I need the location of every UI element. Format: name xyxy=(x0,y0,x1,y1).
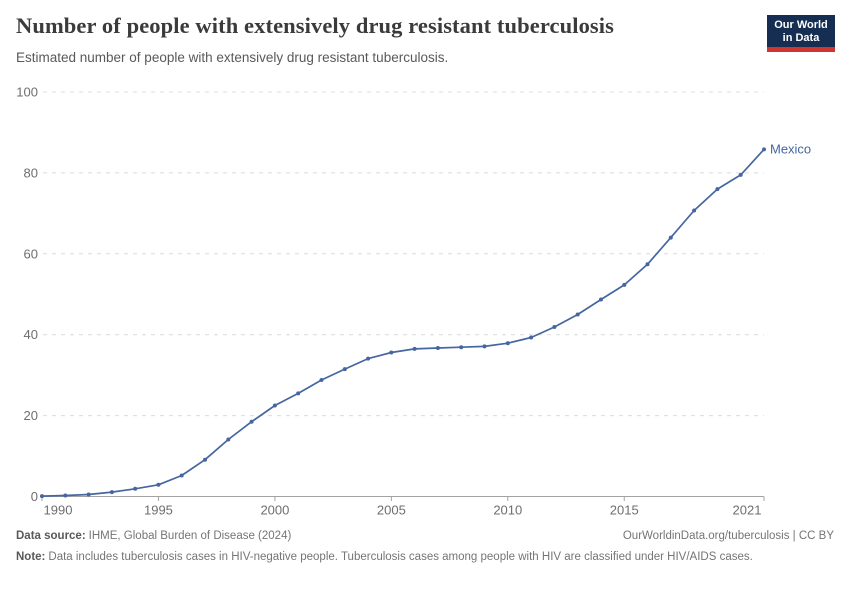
x-axis-tick-label: 2005 xyxy=(377,503,406,518)
y-axis-tick-label: 0 xyxy=(31,489,38,504)
data-point xyxy=(133,486,138,491)
x-axis-tick-label: 1995 xyxy=(144,503,173,518)
data-point xyxy=(622,282,627,287)
owid-logo[interactable]: Our World in Data xyxy=(767,15,835,52)
x-axis-tick-label: 2010 xyxy=(493,503,522,518)
data-point xyxy=(249,419,254,424)
data-source-label: Data source: xyxy=(16,530,86,542)
data-point xyxy=(319,378,324,382)
line-chart: 0 20 40 60 80 100 1990 1995 2000 2005 2010 2015 2021… xyxy=(0,80,850,520)
y-axis-tick-label: 100 xyxy=(16,85,38,100)
owid-logo-text-line2: in Data xyxy=(782,32,820,44)
data-point xyxy=(389,350,394,355)
data-point xyxy=(692,208,697,213)
data-point xyxy=(459,345,464,350)
line-chart-svg: 0 20 40 60 80 100 1990 1995 2000 2005 2010 2015 2021… xyxy=(16,85,811,518)
page-title: Number of people with extensively drug r… xyxy=(16,13,614,38)
x-axis-tick-label: 2021 xyxy=(733,503,762,518)
data-point xyxy=(575,312,580,317)
data-point xyxy=(109,490,114,495)
chart-subtitle: Estimated number of people with extensiv… xyxy=(16,50,449,65)
data-point xyxy=(715,187,720,192)
data-point xyxy=(226,437,231,442)
owid-logo-text-line1: Our World xyxy=(774,19,828,31)
note-label: Note: xyxy=(16,551,46,563)
data-point xyxy=(342,367,347,372)
series-label-mexico[interactable]: Mexico xyxy=(770,141,811,156)
data-point xyxy=(529,335,534,340)
license-link[interactable]: OurWorldinData.org/tuberculosis | CC BY xyxy=(622,530,834,542)
data-point xyxy=(203,457,207,462)
series-line-mexico[interactable] xyxy=(41,148,765,497)
data-point xyxy=(738,172,743,177)
data-point xyxy=(762,147,766,152)
data-point xyxy=(296,391,301,396)
note-text: Data includes tuberculosis cases in HIV-… xyxy=(48,551,753,563)
data-point xyxy=(40,494,44,499)
footnote: Note: Data includes tuberculosis cases in… xyxy=(16,550,778,565)
data-point xyxy=(366,356,371,361)
x-axis-tick-label: 1990 xyxy=(44,503,73,518)
data-source-line: Data source: IHME, Global Burden of Disea… xyxy=(16,529,291,544)
data-point xyxy=(599,297,603,302)
data-point xyxy=(505,341,510,346)
data-point xyxy=(179,473,184,478)
data-point xyxy=(435,346,440,350)
data-point xyxy=(668,235,673,240)
y-axis-tick-label: 20 xyxy=(24,408,38,423)
data-point xyxy=(482,344,487,349)
y-axis-tick-label: 80 xyxy=(24,165,38,180)
data-point xyxy=(272,403,277,408)
data-point xyxy=(552,325,557,329)
data-point xyxy=(412,346,417,351)
data-point xyxy=(63,493,68,498)
data-point xyxy=(645,262,650,267)
y-axis-tick-label: 60 xyxy=(24,246,38,261)
data-source-text: IHME, Global Burden of Disease (2024) xyxy=(88,530,292,542)
x-axis-tick-label: 2000 xyxy=(260,503,289,518)
y-axis-tick-label: 40 xyxy=(24,327,38,342)
data-point xyxy=(156,482,161,487)
x-axis-tick-label: 2015 xyxy=(610,503,639,518)
data-point xyxy=(86,492,91,497)
chart-footer: Data source: IHME, Global Burden of Disea… xyxy=(16,529,834,565)
